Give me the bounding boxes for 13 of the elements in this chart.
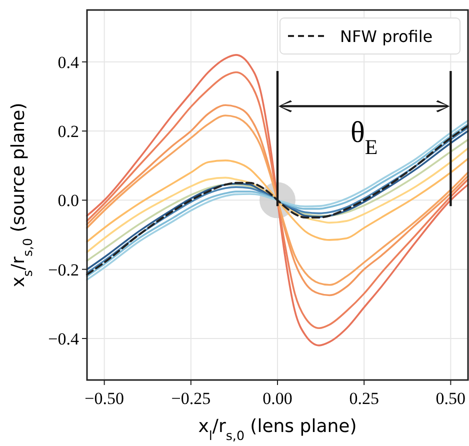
legend-label: NFW profile [340, 27, 433, 46]
x-tick-label: 0.00 [262, 389, 292, 408]
x-tick-label: −0.50 [84, 389, 124, 408]
x-tick-label: −0.25 [171, 389, 211, 408]
x-axis-title: x$_{l}$/r$_{s,0}$ (lens plane) [198, 416, 357, 442]
y-tick-label: 0.0 [58, 191, 79, 210]
y-tick-label: −0.4 [48, 330, 80, 349]
x-tick-label: 0.50 [436, 389, 466, 408]
y-tick-label: 0.4 [58, 52, 80, 72]
annotation: θ$_{E}$ [350, 116, 378, 160]
x-tick-label: 0.25 [349, 389, 379, 408]
y-tick-label: −0.2 [48, 260, 79, 280]
y-tick-label: 0.2 [58, 122, 79, 142]
